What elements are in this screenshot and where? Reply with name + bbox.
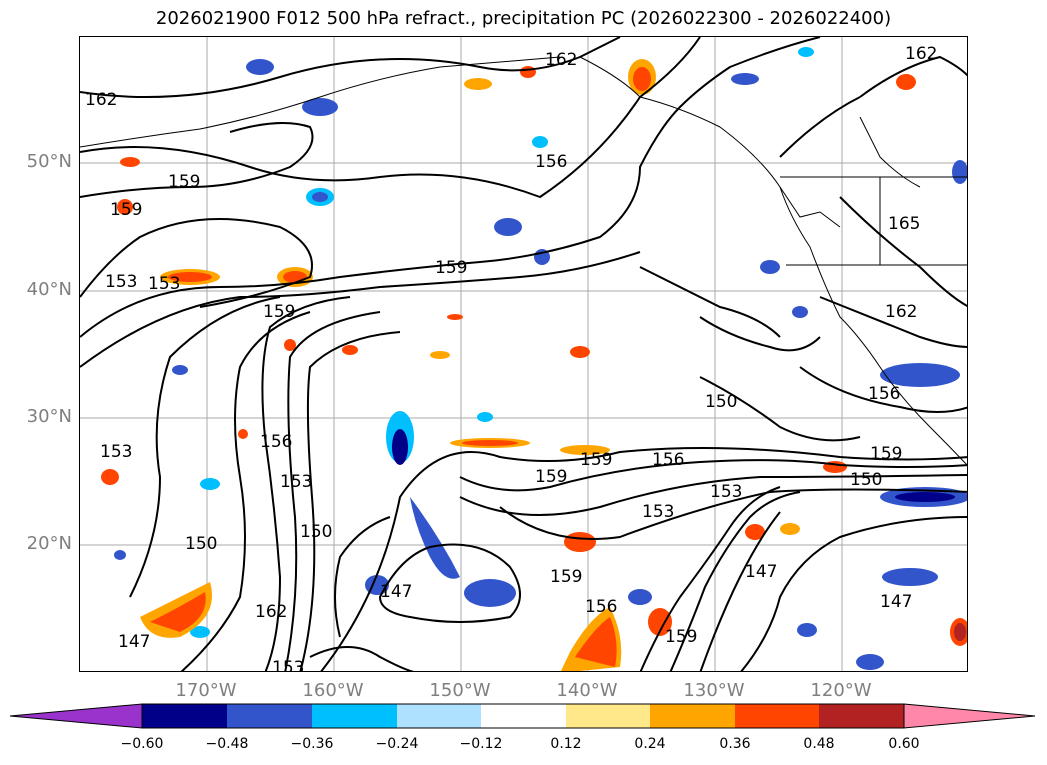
contour-label: 153 [148,274,180,294]
contour-label: 159 [535,467,567,487]
colorbar-tick: 0.12 [550,736,582,752]
colorbar-tick: −0.60 [120,736,164,752]
map-panel: 162 162 162 156 159 159 159 153 153 159 … [79,36,968,672]
lat-label-40n: 40°N [26,279,72,300]
contour-label: 162 [905,44,937,64]
lon-label-170w: 170°W [175,680,237,701]
contour-label: 147 [880,592,912,612]
contour-label: 156 [535,152,567,172]
contour-label: 153 [105,272,137,292]
contour-label: 159 [665,627,697,647]
contour-label: 159 [550,567,582,587]
lat-label-30n: 30°N [26,406,72,427]
precip-shading [101,47,967,671]
lon-label-130w: 130°W [683,680,745,701]
contour-label: 153 [272,658,304,672]
contour-label: 153 [280,472,312,492]
contour-label: 153 [710,482,742,502]
coastlines [80,56,967,466]
colorbar-tick: −0.48 [205,736,249,752]
colorbar-tick: −0.12 [459,736,503,752]
contour-label: 165 [888,214,920,234]
colorbar-extend-low [10,703,143,729]
contour-label: 150 [300,522,332,542]
contour-label: 159 [168,172,200,192]
colorbar-swatch [312,704,397,728]
contour-label: 159 [435,258,467,278]
contour-label: 162 [545,50,577,70]
contour-label: 159 [263,302,295,322]
colorbar-swatch [397,704,481,728]
lon-label-140w: 140°W [556,680,618,701]
colorbar-tick: 0.24 [634,736,666,752]
contour-label: 147 [380,582,412,602]
contour-label-group: 162 162 162 156 159 159 159 153 153 159 … [85,44,937,672]
map-title: 2026021900 F012 500 hPa refract., precip… [155,8,892,29]
contour-label: 156 [585,597,617,617]
colorbar-tick: 0.48 [803,736,835,752]
colorbar [10,703,1036,729]
colorbar-swatch [819,704,904,728]
lon-label-150w: 150°W [429,680,491,701]
lat-label-20n: 20°N [26,533,72,554]
colorbar-extend-high [903,703,1036,729]
contour-label: 162 [255,602,287,622]
colorbar-tick: 0.36 [719,736,751,752]
contour-label: 156 [868,384,900,404]
contour-label: 147 [118,632,150,652]
contour-label: 159 [110,200,142,220]
map-plot: 162 162 162 156 159 159 159 153 153 159 … [80,37,967,672]
contour-label: 162 [85,90,117,110]
contour-label: 153 [100,442,132,462]
contour-label: 150 [705,392,737,412]
lon-label-160w: 160°W [302,680,364,701]
contour-label: 150 [850,470,882,490]
contour-label: 150 [185,534,217,554]
contour-label: 159 [870,444,902,464]
contour-label: 147 [745,562,777,582]
colorbar-tick: −0.36 [290,736,334,752]
colorbar-tick: 0.60 [888,736,920,752]
colorbar-tick: −0.24 [375,736,419,752]
contour-label: 156 [652,450,684,470]
colorbar-swatch [227,704,312,728]
graticule [80,37,967,671]
colorbar-swatch [481,704,566,728]
lat-label-50n: 50°N [26,151,72,172]
colorbar-swatch [566,704,650,728]
contour-label: 159 [580,450,612,470]
colorbar-swatch [650,704,735,728]
colorbar-swatch [142,704,227,728]
contour-label: 153 [642,502,674,522]
contour-label: 156 [260,432,292,452]
colorbar-swatch [735,704,819,728]
lon-label-120w: 120°W [810,680,872,701]
contour-lines [80,37,967,671]
contour-label: 162 [885,302,917,322]
